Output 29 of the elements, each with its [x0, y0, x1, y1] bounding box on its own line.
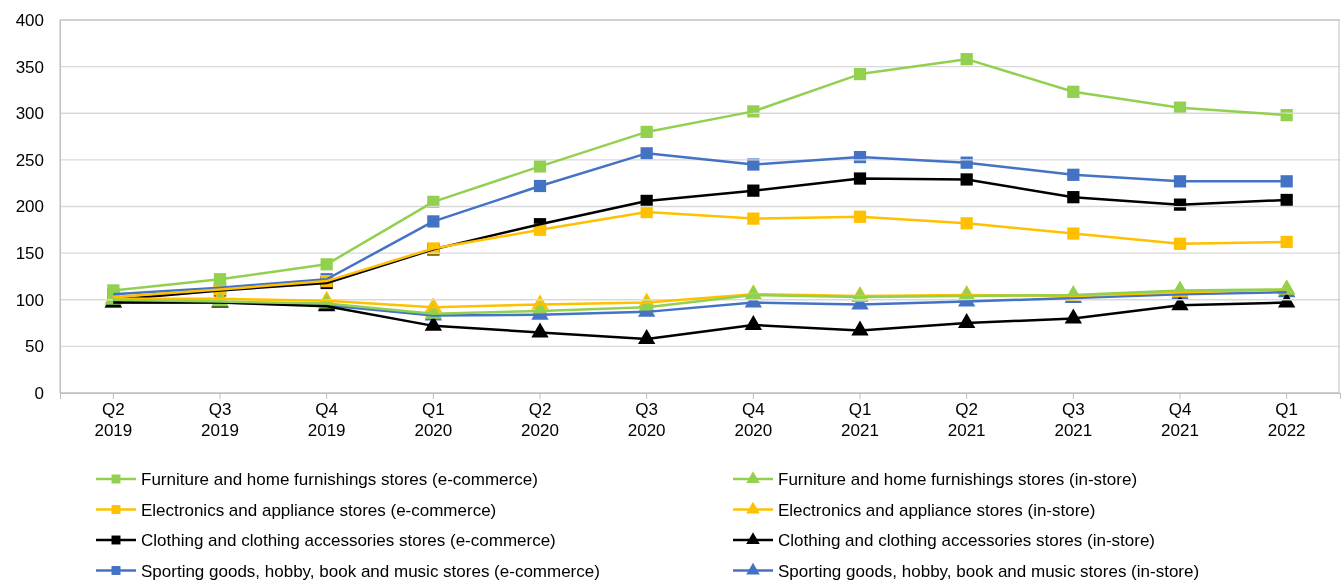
x-tick-label: Q3 2019	[201, 400, 239, 440]
x-tick-label: Q3 2021	[1054, 400, 1093, 440]
x-tick-label: Q1 2021	[841, 400, 879, 440]
x-tick-label: Q2 2019	[94, 400, 133, 440]
y-tick-label: 100	[15, 290, 44, 310]
x-tick-label: Q4 2019	[307, 400, 346, 440]
x-tick-label: Q3 2020	[627, 400, 666, 440]
y-tick-label: 150	[15, 244, 44, 264]
x-tick-label: Q2 2020	[521, 400, 559, 440]
y-tick-label: 400	[15, 10, 44, 30]
x-tick-label: Q4 2021	[1161, 400, 1199, 440]
legend-label: Clothing and clothing accessories stores (in-store)	[778, 531, 1156, 550]
legend-label: Sporting goods, hobby, book and music stores (e-commerce)	[141, 561, 600, 581]
x-tick-label: Q4 2020	[734, 400, 773, 440]
legend-label: Furniture and home furnishings stores (e-commerce)	[141, 470, 538, 489]
y-tick-label: 0	[34, 383, 44, 403]
y-tick-label: 200	[15, 197, 44, 217]
legend-label: Furniture and home furnishings stores (in-store)	[778, 470, 1138, 489]
x-tick-label: Q2 2021	[947, 400, 986, 440]
legend-label: Clothing and clothing accessories stores (e-commerce)	[141, 531, 556, 550]
legend-label: Sporting goods, hobby, book and music stores (in-store)	[778, 561, 1200, 581]
legend-label: Electronics and appliance stores (e-commerce)	[141, 500, 497, 520]
legend-label: Electronics and appliance stores (in-store)	[778, 500, 1096, 520]
y-tick-label: 300	[15, 104, 44, 124]
y-tick-label: 50	[25, 337, 44, 357]
y-tick-label: 250	[15, 150, 44, 170]
x-tick-label: Q1 2020	[414, 400, 453, 440]
x-tick-label: Q1 2022	[1267, 400, 1306, 440]
y-tick-label: 350	[15, 57, 44, 77]
